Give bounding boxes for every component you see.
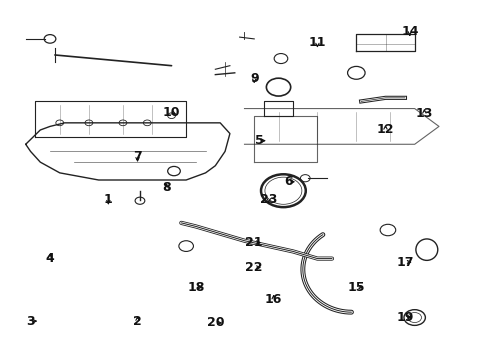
Text: 9: 9 xyxy=(249,72,258,85)
Text: 4: 4 xyxy=(45,252,54,265)
Text: 21: 21 xyxy=(245,236,263,249)
Text: 19: 19 xyxy=(395,311,413,324)
Text: 10: 10 xyxy=(163,105,180,119)
Text: 2: 2 xyxy=(133,315,142,328)
Text: 5: 5 xyxy=(254,134,263,147)
Text: 13: 13 xyxy=(415,107,432,120)
Text: 11: 11 xyxy=(308,36,325,49)
Text: 8: 8 xyxy=(162,181,171,194)
Text: 17: 17 xyxy=(395,256,413,269)
Text: 16: 16 xyxy=(264,293,282,306)
Text: 14: 14 xyxy=(400,25,418,38)
Text: 20: 20 xyxy=(206,316,224,329)
Text: 1: 1 xyxy=(104,193,113,206)
Text: 7: 7 xyxy=(133,150,142,163)
Text: 12: 12 xyxy=(376,123,393,136)
Text: 3: 3 xyxy=(26,315,35,328)
Text: 15: 15 xyxy=(347,281,365,294)
Text: 23: 23 xyxy=(260,193,277,206)
Text: 6: 6 xyxy=(284,175,292,188)
Text: 22: 22 xyxy=(245,261,263,274)
Text: 18: 18 xyxy=(187,281,204,294)
